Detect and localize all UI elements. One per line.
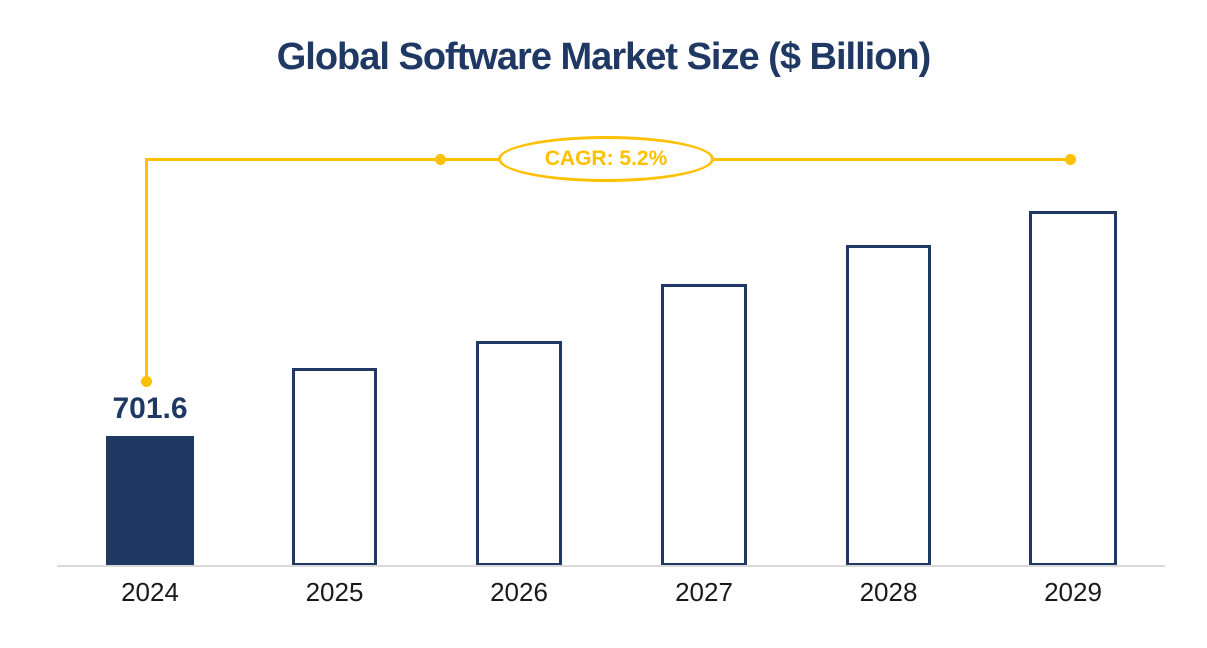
bar-2029 xyxy=(1029,211,1117,566)
value-label-2024: 701.6 xyxy=(112,392,188,425)
cagr-ellipse-badge: CAGR: 5.2% xyxy=(498,136,714,182)
cagr-connector-line-vertical xyxy=(145,158,148,382)
x-tick-label-2025: 2025 xyxy=(305,577,364,607)
x-tick-label-2026: 2026 xyxy=(490,577,548,607)
x-tick-label-2024: 2024 xyxy=(121,577,179,607)
line-marker-dot-start xyxy=(141,376,152,387)
bar-2025 xyxy=(292,368,377,566)
x-tick-label-2028: 2028 xyxy=(859,577,918,607)
cagr-label: CAGR: 5.2% xyxy=(544,147,668,170)
line-marker-dot-end xyxy=(1065,154,1076,165)
line-marker-dot-middle xyxy=(435,154,446,165)
chart-title: Global Software Market Size ($ Billion) xyxy=(276,36,932,78)
bar-2026 xyxy=(476,341,562,566)
bar-2028 xyxy=(846,245,931,566)
bar-2024 xyxy=(106,436,194,566)
x-tick-label-2027: 2027 xyxy=(675,577,733,607)
bar-2027 xyxy=(661,284,747,566)
x-axis-line xyxy=(57,565,1165,567)
x-tick-label-2029: 2029 xyxy=(1044,577,1102,607)
